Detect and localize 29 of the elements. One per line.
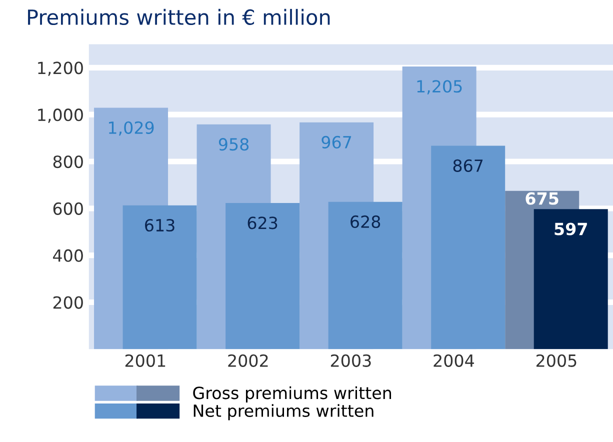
- data-label: 958: [218, 138, 249, 151]
- data-label: 867: [453, 159, 483, 172]
- data-label: 597: [554, 222, 587, 236]
- bar: [534, 209, 608, 350]
- legend-label: Gross premiums written: [193, 386, 392, 402]
- bar: [226, 203, 300, 350]
- chart-title: Premiums written in € million: [28, 8, 330, 26]
- y-tick-label: 600: [53, 202, 83, 215]
- y-tick-label: 1,200: [38, 62, 83, 76]
- data-label: 1,029: [108, 121, 154, 136]
- data-label: 1,205: [417, 80, 462, 94]
- bar: [431, 146, 506, 350]
- data-label: 623: [248, 216, 278, 230]
- data-label: 967: [322, 136, 352, 149]
- x-tick-label: 2003: [330, 354, 371, 367]
- x-tick-label: 2005: [536, 354, 576, 367]
- legend-label: Net premiums written: [194, 404, 374, 420]
- y-tick-label: 800: [53, 155, 83, 168]
- x-tick-label: 2002: [228, 354, 268, 367]
- data-label: 613: [145, 218, 174, 232]
- bar: [122, 205, 197, 350]
- y-tick-label: 200: [53, 296, 83, 309]
- x-tick-label: 2004: [434, 354, 474, 367]
- y-tick-label: 400: [53, 249, 83, 262]
- x-tick-label: 2001: [125, 354, 166, 367]
- data-label: 675: [526, 192, 558, 205]
- bar: [328, 202, 402, 350]
- y-tick-label: 1,000: [38, 108, 83, 123]
- data-label: 628: [350, 215, 380, 228]
